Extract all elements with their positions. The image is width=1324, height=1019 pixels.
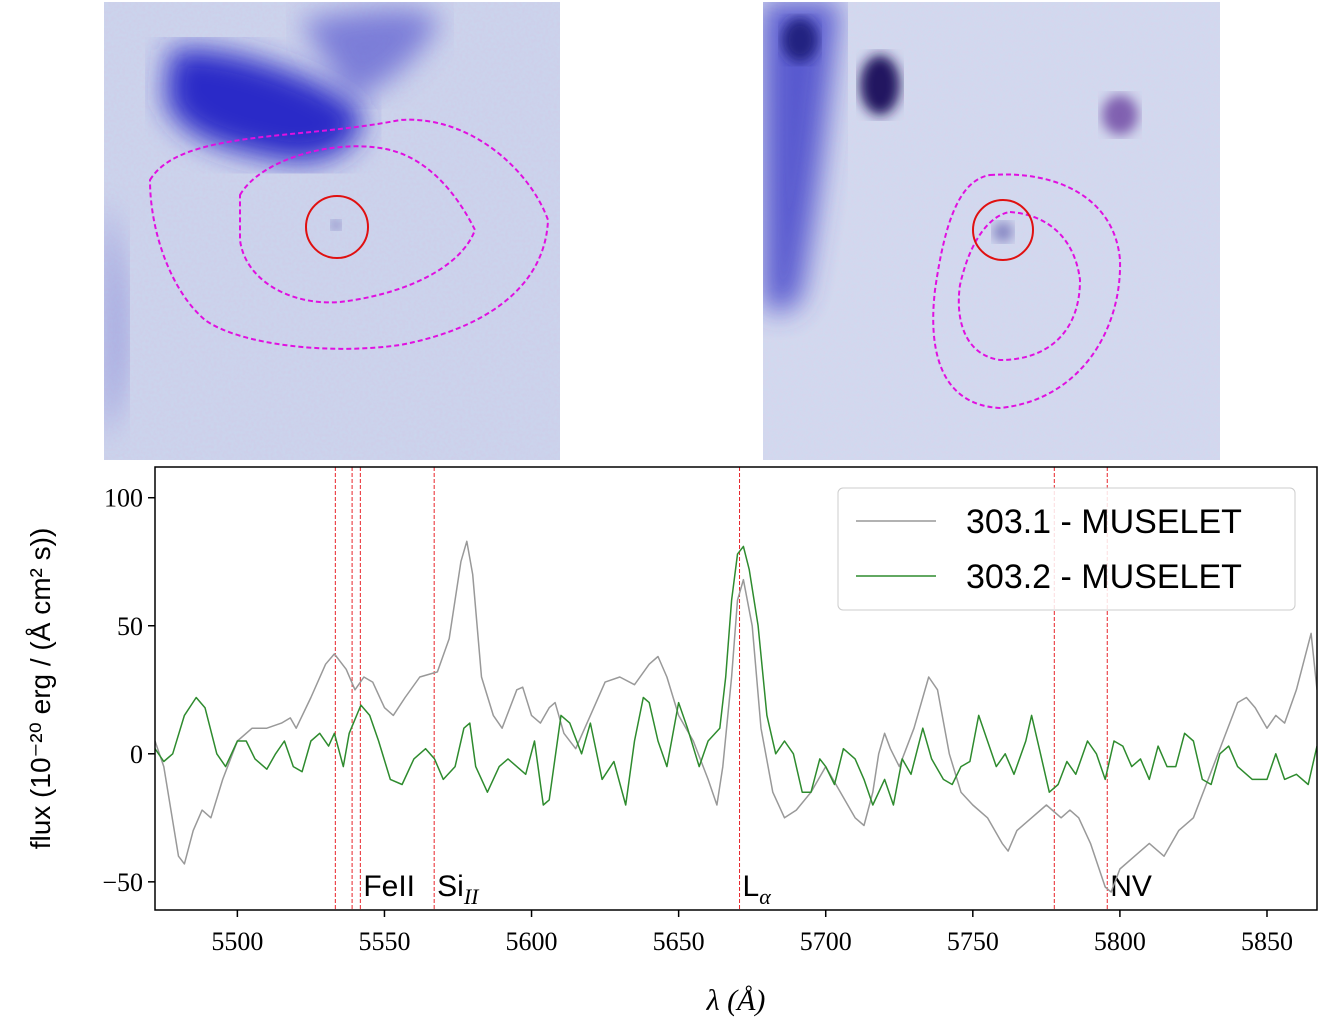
x-tick-label: 5500 [211, 927, 263, 956]
y-tick-label: −50 [102, 868, 143, 897]
y-tick-label: 0 [130, 740, 143, 769]
legend-box [837, 487, 1296, 611]
y-tick-label: 100 [104, 484, 143, 513]
series-line [155, 540, 1317, 893]
x-tick-label: 5750 [947, 927, 999, 956]
label-subscript: α [759, 884, 771, 909]
spectral-line-label: Lα [743, 870, 772, 909]
right-image [763, 2, 1220, 460]
plot-frame [154, 466, 1318, 911]
spectral-line-label: SiII [437, 870, 480, 909]
legend-label: 303.1 - MUSELET [966, 503, 1242, 541]
x-tick-label: 5650 [653, 927, 705, 956]
label-text: FeII [363, 870, 415, 903]
spectral-line-label: FeII [363, 870, 415, 903]
legend-label: 303.2 - MUSELET [966, 558, 1242, 596]
spectral-line-label: NV [1110, 870, 1152, 903]
y-axis-label: flux (10⁻²⁰ erg / (Å cm² s)) [25, 528, 56, 850]
series-line [155, 545, 1317, 806]
x-tick-label: 5700 [800, 927, 852, 956]
spectrum-plot: 5500 5550 5600 5650 5700 5750 5800 5850 −50 0 50 10… [25, 466, 1318, 1017]
x-tick-label: 5550 [358, 927, 410, 956]
label-text: NV [1110, 870, 1152, 903]
x-tick-label: 5850 [1241, 927, 1293, 956]
left-image [104, 2, 560, 460]
label-text: Si [437, 870, 464, 903]
label-text: L [743, 870, 760, 903]
x-axis-label: λ (Å) [706, 984, 766, 1017]
label-subscript: II [463, 884, 480, 909]
x-tick-label: 5600 [506, 927, 558, 956]
x-tick-label: 5800 [1094, 927, 1146, 956]
y-tick-label: 50 [117, 612, 143, 641]
